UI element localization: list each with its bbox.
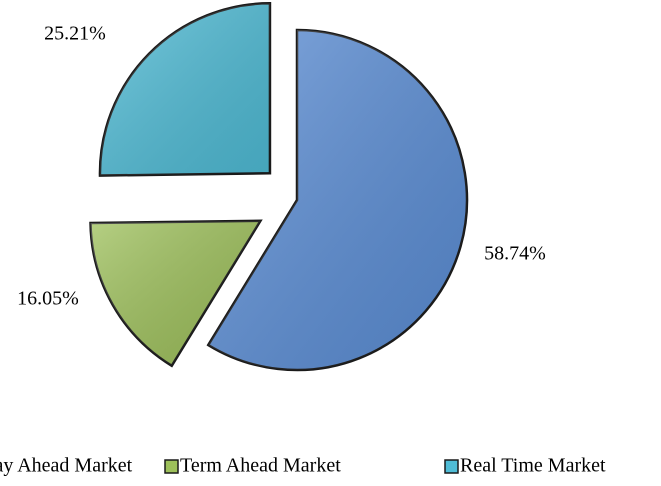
slice-shine: [90, 220, 261, 366]
slice-shine: [208, 30, 467, 370]
legend-label: Real Time Market: [460, 455, 606, 477]
legend-swatch: [444, 459, 459, 474]
legend-label: Day Ahead Market: [0, 455, 133, 477]
legend-swatch: [164, 459, 179, 474]
data-label: 16.05%: [17, 288, 79, 310]
data-label: 25.21%: [44, 23, 106, 45]
legend-label: Term Ahead Market: [180, 455, 341, 477]
data-label: 58.74%: [484, 243, 546, 265]
slice-shine: [99, 3, 270, 176]
